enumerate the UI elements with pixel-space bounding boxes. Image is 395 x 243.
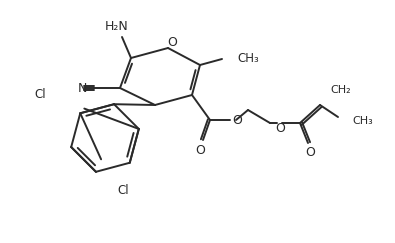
Text: CH₂: CH₂ [330, 85, 351, 95]
Text: CH₃: CH₃ [352, 116, 373, 126]
Text: N: N [77, 81, 87, 95]
Text: O: O [305, 147, 315, 159]
Text: CH₃: CH₃ [237, 52, 259, 66]
Text: O: O [275, 122, 285, 134]
Text: Cl: Cl [117, 183, 129, 197]
Text: O: O [232, 113, 242, 127]
Text: Cl: Cl [34, 88, 46, 102]
Text: O: O [167, 36, 177, 50]
Text: O: O [195, 144, 205, 156]
Text: H₂N: H₂N [105, 20, 129, 34]
